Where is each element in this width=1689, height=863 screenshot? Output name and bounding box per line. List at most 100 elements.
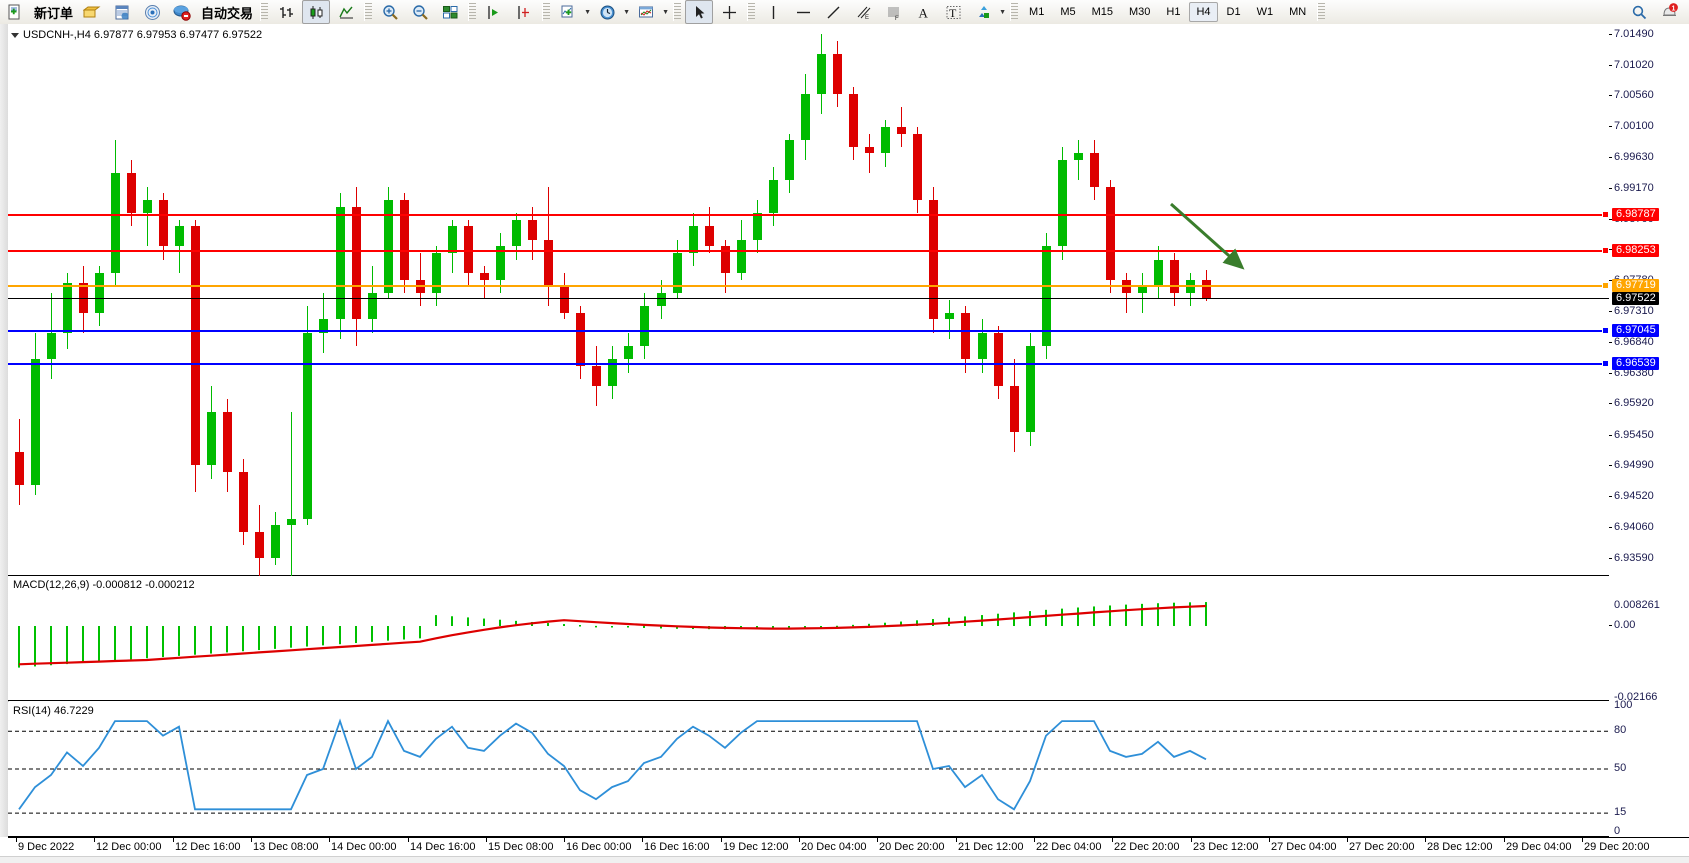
macd-panel-border: [8, 700, 1609, 701]
profiles-button[interactable]: [78, 0, 106, 24]
auto-scroll-button[interactable]: [480, 0, 508, 24]
macd-histogram-bar: [852, 624, 854, 627]
resistance-line-2-handle[interactable]: [1602, 246, 1609, 254]
auto-trading-button[interactable]: [168, 0, 196, 24]
pivot-line-price-label[interactable]: 6.97719: [1612, 278, 1659, 292]
tab-timeframe-mn[interactable]: MN: [1289, 6, 1307, 18]
tab-timeframe-m1[interactable]: M1: [1029, 6, 1045, 18]
candle-body: [752, 213, 762, 240]
time-tick-label: 16 Dec 00:00: [566, 841, 632, 853]
support-line-1-handle[interactable]: [1602, 326, 1609, 334]
candle-wick: [420, 253, 421, 307]
candle-body: [623, 345, 633, 360]
tab-timeframe-m30[interactable]: M30: [1129, 6, 1151, 18]
time-tick: [642, 838, 643, 842]
macd-histogram-bar: [34, 626, 36, 667]
templates-button[interactable]: [632, 0, 660, 24]
support-line-2-price-label[interactable]: 6.96539: [1612, 357, 1659, 371]
vertical-line-button[interactable]: [759, 0, 787, 24]
svg-text:A: A: [918, 5, 928, 20]
support-line-1-price-label[interactable]: 6.97045: [1612, 323, 1659, 337]
rsi-tick-label: 50: [1614, 762, 1627, 774]
periods-button[interactable]: [593, 0, 621, 24]
indicators-button[interactable]: [554, 0, 582, 24]
main-toolbar: 新订单 自动交易: [0, 0, 1689, 25]
trendline-button[interactable]: [819, 0, 847, 24]
periods-dropdown-arrow[interactable]: ▼: [623, 8, 630, 16]
candle-body: [286, 518, 296, 526]
candle-wick: [1142, 272, 1143, 313]
time-tick-label: 27 Dec 20:00: [1349, 841, 1415, 853]
data-window-button[interactable]: [138, 0, 166, 24]
macd-histogram-bar: [1045, 609, 1047, 626]
macd-histogram-bar: [611, 626, 613, 628]
templates-dropdown-arrow[interactable]: ▼: [662, 8, 669, 16]
resistance-line-2-price-label[interactable]: 6.98253: [1612, 243, 1659, 257]
fibonacci-button[interactable]: F: [879, 0, 907, 24]
notification-button[interactable]: 1: [1655, 0, 1683, 24]
pivot-line-handle[interactable]: [1602, 281, 1609, 289]
text-button[interactable]: A: [909, 0, 937, 24]
crosshair-button[interactable]: [715, 0, 743, 24]
tile-windows-button[interactable]: [436, 0, 464, 24]
zoom-in-button[interactable]: [376, 0, 404, 24]
tab-timeframe-h4[interactable]: H4: [1189, 2, 1218, 22]
candlestick-chart-button[interactable]: [302, 0, 331, 24]
macd-histogram-bar: [178, 626, 180, 656]
search-button[interactable]: [1625, 0, 1653, 24]
macd-histogram-bar: [258, 626, 260, 651]
time-tick: [251, 838, 252, 842]
candle-body: [1105, 186, 1115, 280]
indicators-dropdown-arrow[interactable]: ▼: [584, 8, 591, 16]
zoom-out-button[interactable]: [406, 0, 434, 24]
candle-body: [1169, 259, 1179, 293]
tab-timeframe-h1[interactable]: H1: [1166, 6, 1181, 18]
candle-body: [447, 226, 457, 254]
new-order-button[interactable]: [1, 0, 29, 24]
tab-timeframe-w1[interactable]: W1: [1256, 6, 1274, 18]
tab-timeframe-m15[interactable]: M15: [1091, 6, 1113, 18]
shapes-dropdown-arrow[interactable]: ▼: [999, 8, 1006, 16]
resistance-line-1[interactable]: [8, 214, 1609, 217]
price-tick-label: 6.99630: [1614, 151, 1654, 164]
price-tick-label: 6.94990: [1614, 459, 1654, 472]
price-axis[interactable]: 7.01490 7.01020 7.00560 7.00100 6.99630 …: [1609, 24, 1689, 862]
macd-histogram-bar: [772, 626, 774, 629]
chart-shift-button[interactable]: [510, 0, 538, 24]
market-watch-button[interactable]: [108, 0, 136, 24]
pivot-line[interactable]: [8, 284, 1609, 287]
candle-body: [736, 239, 746, 273]
candle-body: [1057, 160, 1067, 247]
candle-body: [431, 253, 441, 293]
equidistant-channel-button[interactable]: E: [849, 0, 877, 24]
bar-chart-button[interactable]: [272, 0, 300, 24]
indicators-icon: [561, 5, 573, 17]
macd-histogram-bar: [1093, 606, 1095, 626]
support-line-2[interactable]: [8, 363, 1609, 366]
vertical-line-icon: [772, 5, 774, 19]
tab-timeframe-m5[interactable]: M5: [1060, 6, 1076, 18]
candle-body: [864, 146, 874, 154]
price-panel-border: [8, 575, 1609, 576]
shapes-button[interactable]: [969, 0, 997, 24]
time-tick-label: 21 Dec 12:00: [958, 841, 1024, 853]
line-chart-button[interactable]: [332, 0, 360, 24]
text-label-button[interactable]: T: [939, 0, 967, 24]
support-line-2-handle[interactable]: [1602, 360, 1609, 368]
resistance-line-2[interactable]: [8, 249, 1609, 252]
chart-plot-area[interactable]: USDCNH-,H4 6.97877 6.97953 6.97477 6.975…: [8, 24, 1689, 862]
support-line-1[interactable]: [8, 329, 1609, 332]
tile-windows-icon: [442, 5, 458, 18]
tab-timeframe-d1[interactable]: D1: [1226, 6, 1241, 18]
candle-body: [511, 219, 521, 247]
collapse-triangle-icon[interactable]: [11, 32, 19, 38]
resistance-line-1-price-label[interactable]: 6.98787: [1612, 208, 1659, 222]
cursor-button[interactable]: [685, 0, 714, 24]
macd-histogram-bar: [788, 626, 790, 628]
line-chart-icon: [338, 6, 353, 18]
resistance-line-1-handle[interactable]: [1602, 211, 1609, 219]
macd-histogram-bar: [242, 626, 244, 652]
macd-histogram-bar: [18, 626, 20, 668]
macd-series: [18, 602, 1207, 668]
horizontal-line-button[interactable]: [789, 0, 817, 24]
